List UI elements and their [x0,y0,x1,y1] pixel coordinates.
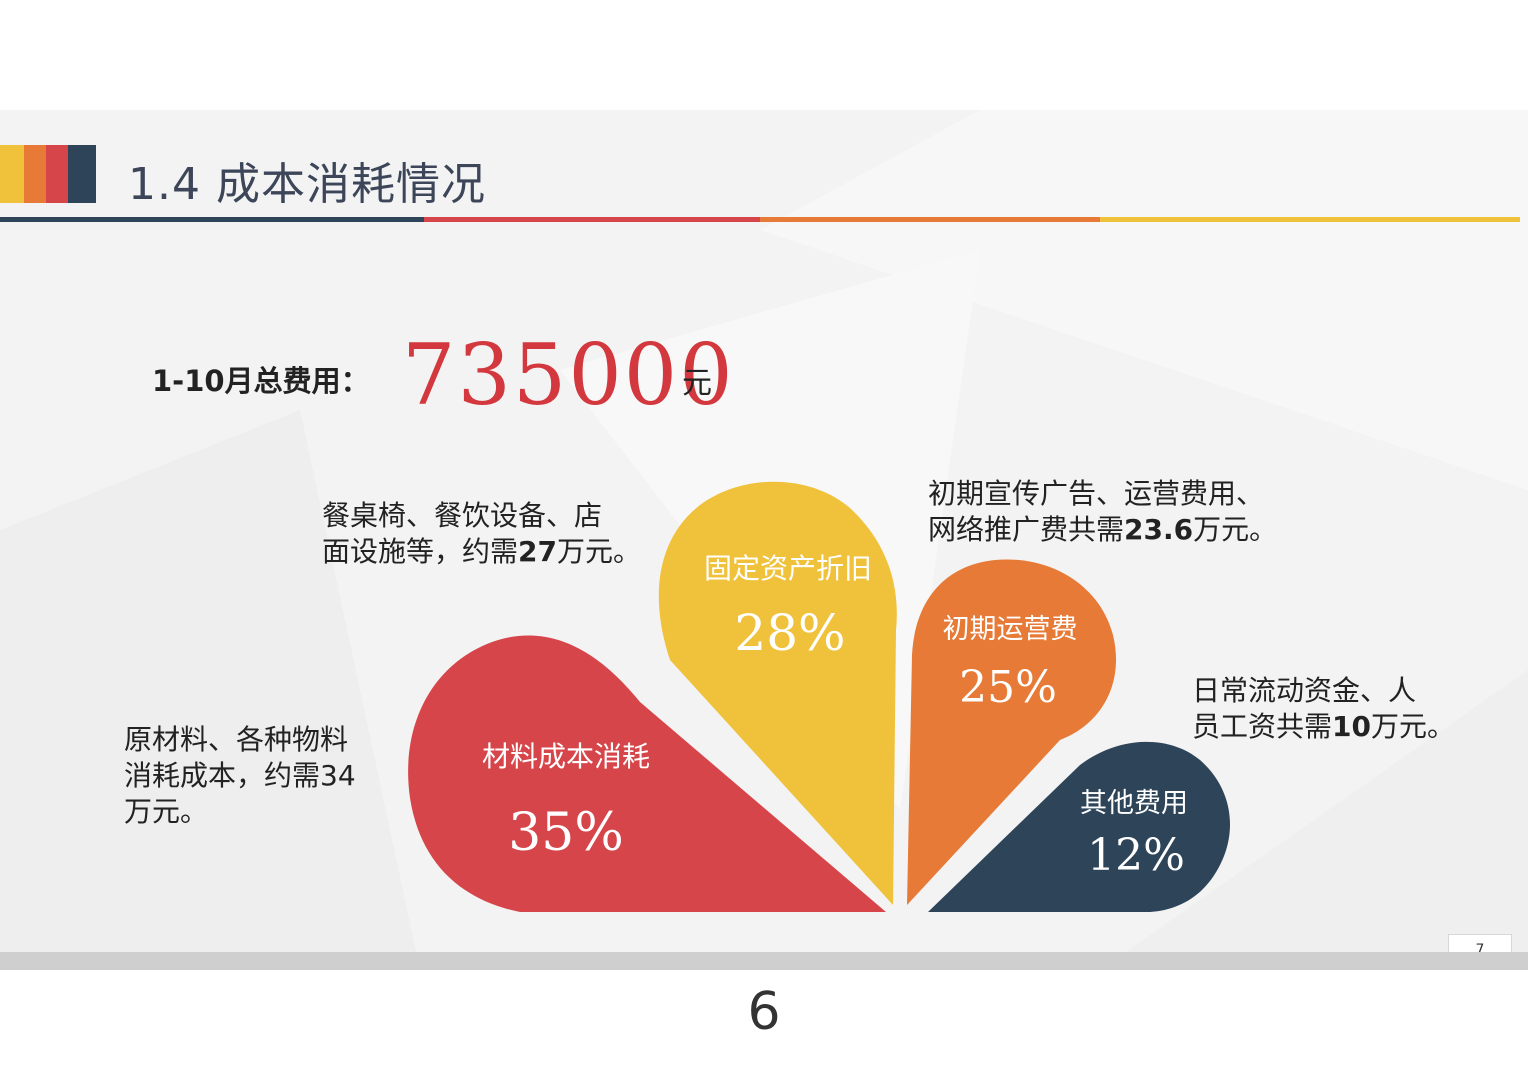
petal-percent-label: 28% [734,604,845,662]
petal-2 [658,481,897,905]
note-other-line1: 日常流动资金、人 [1192,674,1417,707]
note-fixed-assets-line2: 面设施等，约需27万元。 [322,535,641,568]
petal-percent-label: 35% [508,803,624,863]
note-materials-line3: 万元。 [124,795,209,828]
total-value: 735000 [402,326,735,424]
petal-category-label: 固定资产折旧 [704,552,872,585]
title-rule-red [424,217,760,222]
petal-category-label: 材料成本消耗 [482,740,650,773]
note-materials-line1: 原材料、各种物料 [124,723,349,756]
petal-1 [408,635,886,912]
petal-4 [928,741,1231,912]
note-materials: 原材料、各种物料 消耗成本，约需34 万元。 [124,722,356,830]
note-materials-line2: 消耗成本，约需34 [124,759,356,792]
petal-percent-label: 25% [959,662,1057,713]
note-operations-line1: 初期宣传广告、运营费用、 [928,477,1265,510]
slide-title: 1.4 成本消耗情况 [128,159,486,210]
slide: 1.4 成本消耗情况 1-10月总费用： 735000 元 餐桌椅、餐饮设备、店… [0,110,1528,970]
page-number: 6 [747,982,781,1042]
title-color-blocks [0,145,100,203]
title-rule-orange [760,217,1100,222]
note-fixed-assets: 餐桌椅、餐饮设备、店 面设施等，约需27万元。 [322,498,641,570]
title-rule-navy [0,217,424,222]
note-operations: 初期宣传广告、运营费用、 网络推广费共需23.6万元。 [928,476,1277,548]
note-operations-line2: 网络推广费共需23.6万元。 [928,513,1278,546]
petal-category-label: 初期运营费 [943,614,1078,645]
title-rule-yellow [1100,217,1520,222]
note-other: 日常流动资金、人 员工资共需10万元。 [1192,673,1455,745]
petal-percent-label: 12% [1087,830,1185,881]
petal-3 [907,559,1117,905]
note-other-line2: 员工资共需10万元。 [1192,710,1455,743]
total-label: 1-10月总费用： [152,364,370,398]
note-fixed-assets-line1: 餐桌椅、餐饮设备、店 [322,499,603,532]
bottom-strip [0,952,1528,970]
total-unit: 元 [682,366,712,401]
cost-chart: 材料成本消耗 35% 固定资产折旧 28% 初期运营费 25% 其他费用 12% [408,481,1231,912]
petal-category-label: 其他费用 [1080,788,1188,819]
